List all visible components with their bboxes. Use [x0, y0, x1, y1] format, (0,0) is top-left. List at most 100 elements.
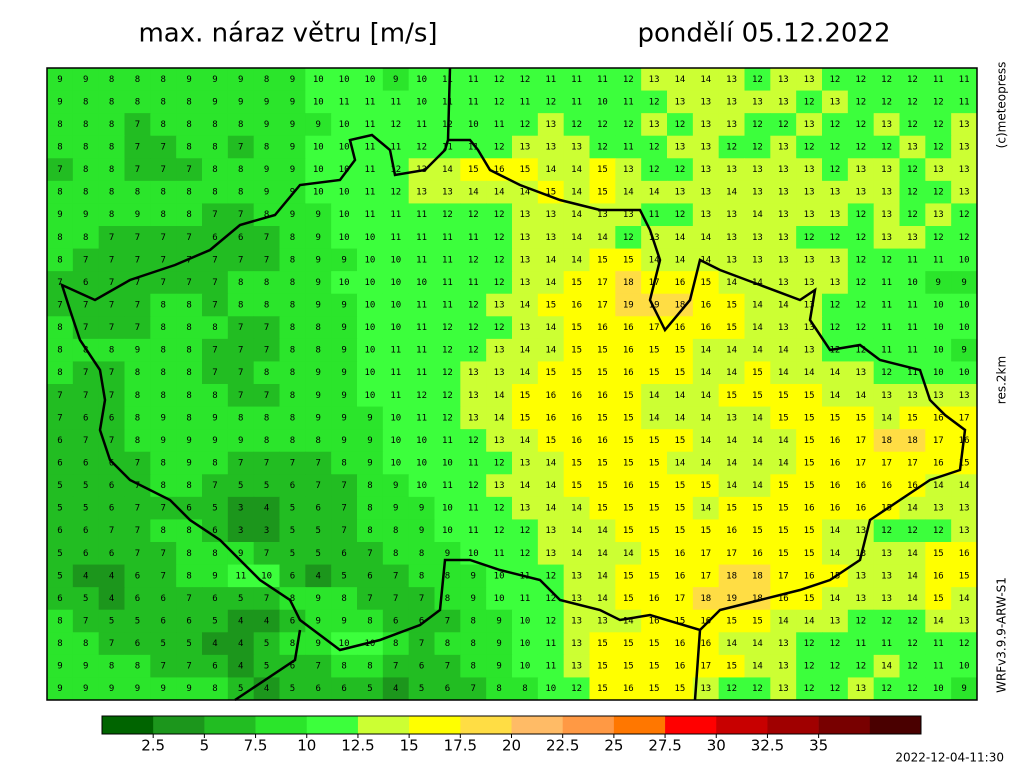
grid-cell: [589, 248, 616, 272]
grid-cell: [486, 180, 513, 204]
grid-value: 12: [442, 413, 453, 423]
grid-value: 8: [238, 301, 243, 311]
grid-value: 7: [393, 662, 398, 672]
grid-value: 17: [881, 459, 892, 469]
grid-cell: [408, 338, 435, 362]
grid-value: 15: [778, 504, 789, 514]
grid-value: 12: [494, 459, 505, 469]
grid-cell: [150, 180, 177, 204]
grid-value: 11: [235, 571, 246, 581]
grid-value: 15: [907, 413, 918, 423]
grid-cell: [47, 519, 74, 543]
grid-value: 15: [597, 165, 608, 175]
grid-value: 17: [907, 459, 918, 469]
grid-value: 9: [316, 617, 321, 627]
grid-cell: [925, 429, 952, 453]
grid-value: 7: [135, 165, 140, 175]
grid-cell: [279, 587, 306, 611]
grid-cell: [305, 677, 332, 701]
grid-value: 8: [186, 549, 191, 559]
grid-value: 8: [161, 75, 166, 85]
grid-cell: [408, 564, 435, 588]
grid-value: 7: [109, 278, 114, 288]
grid-cell: [72, 451, 100, 475]
grid-value: 13: [933, 210, 944, 220]
grid-value: 13: [700, 684, 711, 694]
grid-value: 13: [700, 210, 711, 220]
grid-value: 16: [623, 346, 634, 356]
grid-value: 15: [545, 436, 556, 446]
grid-cell: [486, 361, 513, 385]
grid-cell: [202, 158, 229, 182]
grid-value: 9: [238, 549, 243, 559]
grid-value: 12: [855, 255, 866, 265]
grid-cell: [460, 338, 487, 362]
grid-cell: [305, 564, 332, 588]
grid-cell: [305, 609, 332, 633]
grid-value: 12: [855, 97, 866, 107]
grid-value: 7: [238, 459, 243, 469]
grid-value: 12: [855, 233, 866, 243]
grid-cell: [873, 226, 900, 250]
grid-cell: [253, 496, 280, 520]
grid-value: 13: [881, 188, 892, 198]
grid-cell: [98, 564, 125, 588]
grid-cell: [563, 406, 590, 430]
grid-cell: [176, 90, 203, 114]
grid-cell: [667, 113, 694, 137]
grid-cell: [72, 203, 100, 227]
grid-value: 8: [367, 481, 372, 491]
grid-value: 14: [700, 233, 711, 243]
grid-value: 14: [726, 188, 737, 198]
grid-cell: [227, 609, 255, 633]
grid-cell: [227, 113, 255, 137]
grid-cell: [253, 451, 280, 475]
grid-value: 13: [778, 255, 789, 265]
grid-value: 9: [341, 346, 346, 356]
grid-value: 9: [316, 594, 321, 604]
grid-cell: [382, 519, 410, 543]
grid-cell: [305, 384, 332, 408]
grid-value: 10: [364, 346, 375, 356]
grid-value: 6: [186, 617, 191, 627]
grid-cell: [822, 271, 849, 295]
grid-value: 10: [959, 255, 970, 265]
grid-cell: [873, 180, 900, 204]
grid-cell: [512, 338, 539, 362]
grid-cell: [72, 406, 100, 430]
grid-value: 13: [545, 120, 556, 130]
grid-value: 8: [57, 255, 62, 265]
grid-value: 13: [804, 346, 815, 356]
grid-value: 13: [571, 662, 582, 672]
grid-value: 13: [519, 233, 530, 243]
grid-cell: [98, 158, 125, 182]
grid-cell: [357, 564, 384, 588]
grid-cell: [615, 338, 642, 362]
grid-cell: [512, 609, 539, 633]
grid-value: 14: [752, 346, 763, 356]
grid-cell: [641, 496, 668, 520]
grid-cell: [822, 587, 849, 611]
grid-value: 6: [212, 526, 217, 536]
grid-value: 14: [571, 549, 582, 559]
grid-cell: [822, 293, 849, 317]
grid-cell: [899, 180, 926, 204]
grid-cell: [98, 609, 125, 633]
grid-cell: [512, 496, 539, 520]
grid-value: 9: [341, 301, 346, 311]
grid-cell: [305, 519, 332, 543]
grid-value: 11: [855, 639, 866, 649]
grid-cell: [641, 429, 668, 453]
grid-value: 14: [494, 188, 505, 198]
grid-value: 12: [752, 143, 763, 153]
grid-value: 15: [597, 368, 608, 378]
grid-cell: [408, 429, 435, 453]
grid-value: 7: [135, 120, 140, 130]
grid-cell: [667, 135, 694, 159]
grid-value: 13: [855, 571, 866, 581]
grid-value: 12: [494, 97, 505, 107]
grid-cell: [667, 248, 694, 272]
grid-value: 16: [571, 301, 582, 311]
grid-cell: [537, 226, 565, 250]
